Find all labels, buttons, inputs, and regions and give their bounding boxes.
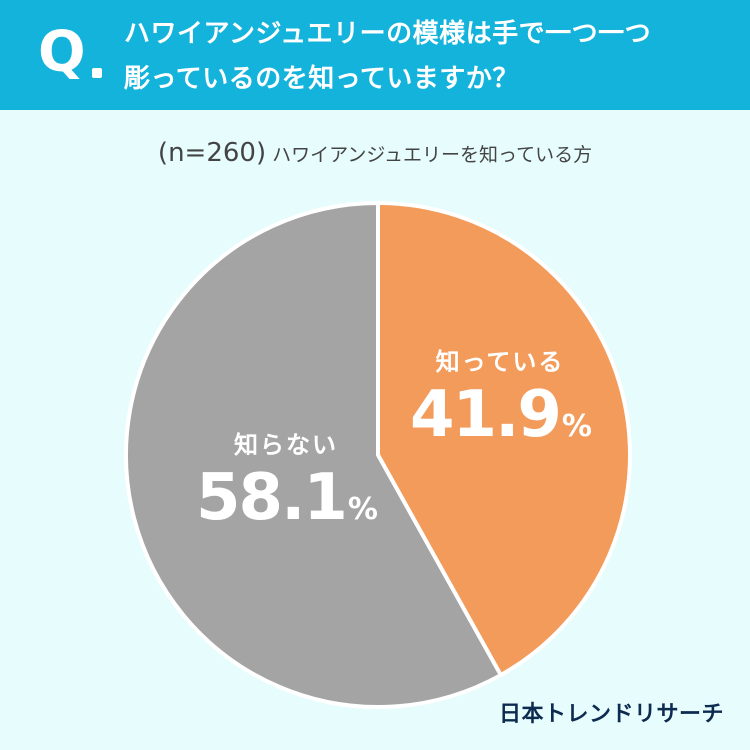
question-text: ハワイアンジュエリーの模様は手で一つ一つ 彫っているのを知っていますか？ (124, 12, 724, 102)
slice-label-known-category: 知っている (435, 348, 565, 376)
pie-slice-unknown (124, 201, 503, 709)
slice-label-known-value: 41.9% (410, 377, 592, 465)
known-value-unit: % (561, 409, 592, 444)
slice-label-known: 知っている 41.9% (410, 342, 592, 465)
question-line-1: ハワイアンジュエリーの模様は手で一つ一つ (124, 19, 652, 49)
question-header: Q ハワイアンジュエリーの模様は手で一つ一つ 彫っているのを知っていますか？ (0, 0, 750, 110)
sample-info: (n=260) ハワイアンジュエリーを知っている方 (0, 138, 750, 168)
q-mark: Q (38, 20, 86, 85)
question-line-2: 彫っているのを知っていますか？ (124, 64, 519, 94)
slice-label-unknown-value: 58.1% (196, 460, 378, 548)
slice-label-unknown-category: 知らない (233, 431, 338, 459)
brand-logo: 日本トレンドリサーチ (498, 702, 724, 727)
unknown-value-number: 58.1 (196, 461, 348, 535)
q-mark-dot (92, 68, 102, 78)
slice-label-unknown: 知らない 58.1% (196, 425, 378, 548)
known-value-number: 41.9 (410, 378, 562, 452)
sample-description: ハワイアンジュエリーを知っている方 (272, 144, 593, 166)
unknown-value-unit: % (347, 492, 378, 527)
pie-slice-known (376, 201, 632, 678)
sample-size: (n=260) (157, 138, 267, 168)
